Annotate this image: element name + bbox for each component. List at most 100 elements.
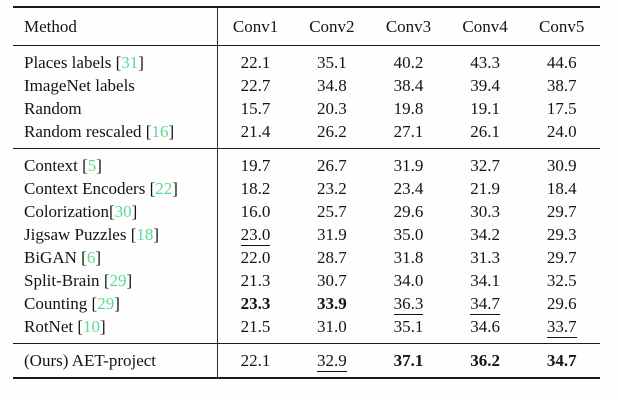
value: 34.2: [470, 225, 500, 244]
citation-link[interactable]: 29: [97, 294, 115, 313]
value-cell: 21.3: [217, 269, 294, 292]
best-value: 33.9: [317, 294, 347, 313]
value-cell: 36.3: [370, 292, 447, 315]
method-cell: Context Encoders [22]: [13, 177, 218, 200]
value-cell: 19.1: [447, 97, 524, 120]
method-cell: Random rescaled [16]: [13, 120, 218, 149]
citation-close-bracket: ]: [138, 53, 144, 72]
value-cell: 33.7: [523, 315, 600, 344]
value-cell: 32.9: [294, 344, 371, 379]
value: 30.9: [546, 156, 577, 175]
value: 16.0: [240, 202, 271, 221]
value-cell: 26.1: [447, 120, 524, 149]
value-cell: 17.5: [523, 97, 600, 120]
value-cell: 43.3: [447, 46, 524, 75]
value-cell: 24.0: [523, 120, 600, 149]
value-cell: 34.7: [523, 344, 600, 379]
column-header-conv4: Conv4: [462, 16, 508, 36]
method-label: Random: [24, 99, 82, 118]
row-group-2: Context [5] 19.7 26.7 31.9 32.7 30.9 Context E…: [13, 148, 600, 344]
value-cell: 21.5: [217, 315, 294, 344]
value: 40.2: [393, 53, 424, 72]
citation-open-bracket: [: [91, 294, 98, 313]
citation-open-bracket: [: [81, 248, 87, 267]
value: 20.3: [317, 99, 347, 118]
citation-link[interactable]: 29: [109, 271, 127, 290]
citation-close-bracket: ]: [153, 225, 160, 244]
value-cell: 18.2: [217, 177, 294, 200]
method-cell: RotNet [10]: [13, 315, 218, 344]
citation-close-bracket: ]: [131, 202, 138, 221]
value-cell: 30.3: [447, 200, 524, 223]
value-cell: 34.1: [447, 269, 524, 292]
value: 21.4: [240, 122, 271, 141]
value-cell: 36.2: [447, 344, 524, 379]
method-cell: Random: [13, 97, 218, 120]
value-cell: 16.0: [217, 200, 294, 223]
value: 22.1: [240, 53, 271, 72]
row-group-1: Places labels [31] 22.1 35.1 40.2 43.3 44.6 Im…: [13, 45, 600, 149]
value-cell: 29.6: [523, 292, 600, 315]
value: 22.7: [240, 76, 271, 95]
value-cell: 29.3: [523, 223, 600, 246]
method-label: ImageNet labels: [24, 76, 135, 95]
citation-link[interactable]: 5: [87, 156, 97, 175]
method-label: BiGAN: [24, 248, 77, 267]
value: 22.1: [240, 351, 271, 370]
value: 27.1: [393, 122, 424, 141]
value-cell: 23.4: [370, 177, 447, 200]
method-label: Jigsaw Puzzles: [24, 225, 127, 244]
value: 31.9: [317, 225, 347, 244]
value: 25.7: [317, 202, 347, 221]
value-cell: 34.0: [370, 269, 447, 292]
citation-link[interactable]: 16: [151, 122, 169, 141]
method-label: Context Encoders: [24, 179, 146, 198]
citation-close-bracket: ]: [95, 248, 101, 267]
value-cell: 35.0: [370, 223, 447, 246]
value-cell: 35.1: [370, 315, 447, 344]
value-cell: 21.4: [217, 120, 294, 149]
best-value: 36.2: [470, 351, 500, 370]
citation-close-bracket: ]: [96, 156, 102, 175]
second-best-value: 36.3: [393, 294, 424, 315]
value-cell: 39.4: [447, 74, 524, 97]
value-cell: 44.6: [523, 46, 600, 75]
value-cell: 31.9: [294, 223, 371, 246]
value-cell: 20.3: [294, 97, 371, 120]
method-cell: Context [5]: [13, 148, 218, 177]
value-cell: 19.7: [217, 149, 294, 178]
value-cell: 23.3: [217, 292, 294, 315]
table-row: Split-Brain [29] 21.3 30.7 34.0 34.1 32.5: [13, 269, 600, 292]
value-cell: 19.8: [370, 97, 447, 120]
citation-link[interactable]: 31: [121, 53, 139, 72]
method-cell: (Ours) AET-project: [13, 343, 218, 378]
value-cell: 31.0: [294, 315, 371, 344]
value-cell: 22.0: [217, 246, 294, 269]
value: 21.9: [470, 179, 500, 198]
value-cell: 31.9: [370, 149, 447, 178]
value: 43.3: [470, 53, 500, 72]
table-row: Places labels [31] 22.1 35.1 40.2 43.3 44.6: [13, 45, 600, 75]
citation-link[interactable]: 30: [114, 202, 132, 221]
method-label: Context: [24, 156, 78, 175]
citation-open-bracket: [: [82, 156, 88, 175]
value: 19.7: [240, 156, 271, 175]
second-best-value: 23.0: [240, 225, 271, 246]
citation-link[interactable]: 18: [136, 225, 154, 244]
table-row: Random 15.7 20.3 19.8 19.1 17.5: [13, 97, 600, 120]
column-header-conv2: Conv2: [309, 16, 355, 36]
citation-link[interactable]: 22: [155, 179, 173, 198]
value-cell: 26.7: [294, 149, 371, 178]
value: 35.0: [393, 225, 424, 244]
value-cell: 34.6: [447, 315, 524, 344]
citation-open-bracket: [: [108, 202, 115, 221]
value: 35.1: [317, 53, 347, 72]
method-label: (Ours) AET-project: [24, 351, 157, 370]
value: 18.2: [240, 179, 271, 198]
citation-link[interactable]: 10: [83, 317, 101, 336]
value: 22.0: [240, 248, 271, 267]
value: 21.3: [240, 271, 271, 290]
citation-open-bracket: [: [130, 225, 137, 244]
value-cell: 22.7: [217, 74, 294, 97]
citation-link[interactable]: 6: [86, 248, 96, 267]
